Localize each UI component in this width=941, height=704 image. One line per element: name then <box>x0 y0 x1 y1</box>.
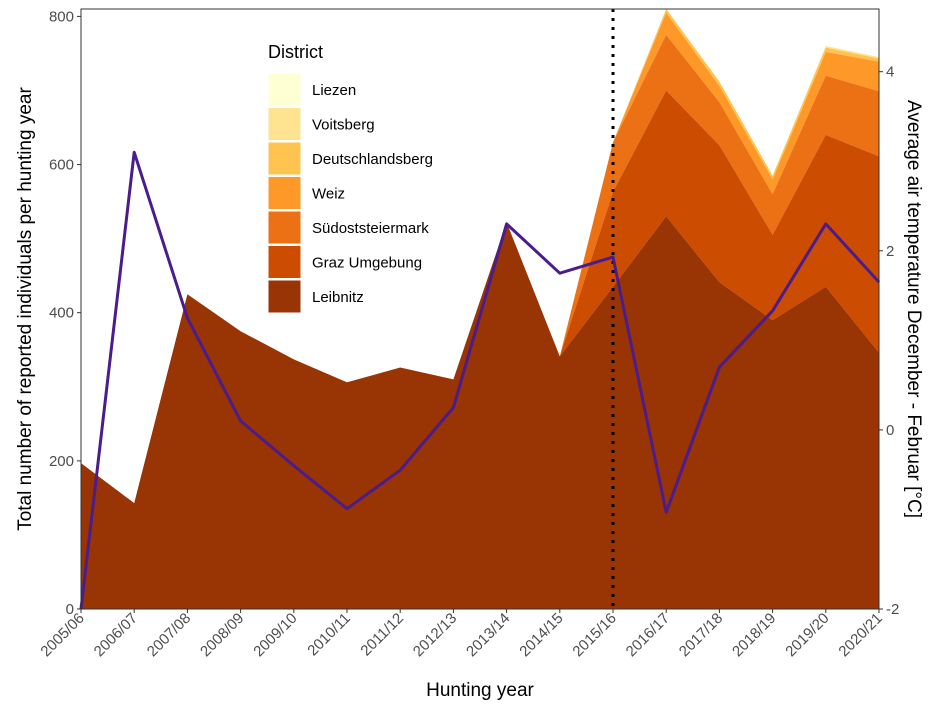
plot-panel-border <box>80 8 880 610</box>
y-right-tick-label: 2 <box>886 243 894 260</box>
temperature-line-group <box>79 150 881 610</box>
y-left-tick-label: 800 <box>49 8 74 25</box>
legend-key-sudoststeiermark <box>267 210 302 245</box>
legend-label-sudoststeiermark: Südoststeiermark <box>312 220 429 237</box>
legend-label-leibnitz: Leibnitz <box>312 289 364 306</box>
legend-label-graz-umgebung: Graz Umgebung <box>312 255 422 272</box>
area-leibnitz <box>81 216 879 609</box>
legend-key-deutschlandsberg <box>267 141 302 176</box>
y-right-tick-label: 0 <box>886 422 894 439</box>
y-left-tick-label: 400 <box>49 305 74 322</box>
y-axis-right-title: Average air temperature December - Febru… <box>903 100 924 518</box>
legend-label-deutschlandsberg: Deutschlandsberg <box>312 151 433 168</box>
y-left-tick-label: 600 <box>49 157 74 174</box>
legend-title: District <box>268 42 323 62</box>
y-axis-right: -2 0 2 4 <box>879 64 899 618</box>
legend-key-graz-umgebung <box>267 245 302 279</box>
y-axis-left-title: Total number of reported individuals per… <box>15 87 36 531</box>
y-axis-left: 0 200 400 600 800 <box>49 8 81 618</box>
y-left-tick-label: 200 <box>49 453 74 470</box>
x-axis-title: Hunting year <box>426 680 534 701</box>
legend-label-voitsberg: Voitsberg <box>312 117 375 134</box>
legend-key-leibnitz <box>267 279 302 314</box>
y-right-tick-label: 4 <box>886 64 894 81</box>
legend-key-weiz <box>267 176 302 210</box>
temperature-line <box>79 150 881 610</box>
y-left-tick-label: 0 <box>66 601 74 618</box>
area-graz-umgebung <box>81 90 879 504</box>
legend: District Liezen Voitsberg Deutschlandsberg… <box>267 42 433 314</box>
y-right-tick-label: -2 <box>886 601 899 618</box>
legend-key-voitsberg <box>267 107 302 141</box>
legend-key-liezen <box>267 72 302 107</box>
area-layers <box>81 9 879 609</box>
legend-label-weiz: Weiz <box>312 186 345 203</box>
legend-label-liezen: Liezen <box>312 82 356 99</box>
